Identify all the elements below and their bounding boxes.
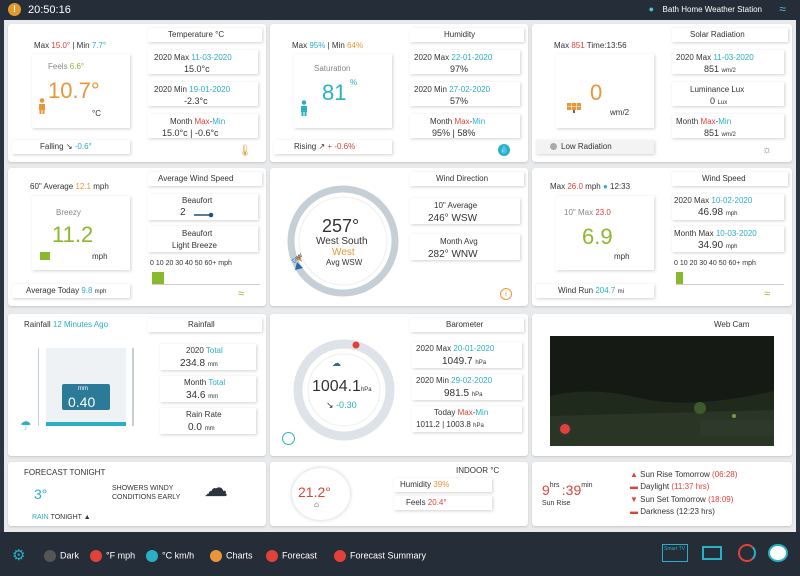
indoor-dial [292, 468, 350, 520]
barometer-dial [292, 338, 396, 442]
temperature-title-box [148, 28, 262, 42]
status-dot: ● [602, 182, 608, 191]
darkness-icon: ▬ [630, 507, 638, 516]
solar-current: 0 [590, 80, 603, 105]
top-bar: ! 20:50:16 ● Bath Home Weather Station ≈ [0, 0, 800, 20]
forecast-summary-button[interactable]: Forecast Summary [334, 550, 426, 562]
indoor-card: 21.2° ⌂ INDOOR °C Humidity 39% Feels 20.… [270, 462, 528, 526]
barometer-title: Barometer [446, 320, 484, 329]
sun-icon: ☼ [762, 144, 773, 156]
forecast-title: FORECAST TONIGHT [24, 468, 106, 477]
droplet-icon: 💧 [498, 144, 510, 156]
avg-wind-title: Average Wind Speed [158, 174, 234, 183]
rainfall-card: Rainfall 12 Minutes Ago Rainfall mm 0.40… [8, 314, 266, 456]
avg-wind-card: Average Wind Speed 60" Average 12.1 mph … [8, 168, 266, 306]
wind-level-icon [40, 252, 50, 260]
rain-cloud-icon: ☁ [204, 475, 228, 502]
clock-icon [282, 432, 295, 445]
dark-mode-toggle[interactable]: Dark [44, 550, 79, 562]
info-icon[interactable]: i [500, 288, 512, 300]
falling-arrow-icon: ↘ [65, 142, 73, 151]
wind-scale: 0 10 20 30 40 50 60+ mph [150, 260, 232, 267]
humidity-card: Humidity Max 95% | Min 64% Saturation 81… [270, 24, 528, 162]
falling-arrow-icon: ↘ [326, 400, 334, 410]
forecast-card: FORECAST TONIGHT 3° SHOWERS WINDY CONDIT… [8, 462, 266, 526]
dashboard: Temperature °C Max 15.0° | Min 7.7° Feel… [4, 20, 796, 532]
house-icon: ⌂ [314, 500, 319, 509]
wind-compass-dial [286, 184, 400, 298]
wifi-icon: ≈ [779, 2, 786, 16]
wind-speed-title: Wind Speed [702, 174, 746, 183]
wind-degrees: 257° [322, 216, 360, 236]
daylight-remaining: 9hrs :39min [542, 482, 593, 498]
fahrenheit-toggle[interactable]: °F mph [90, 550, 135, 562]
location-pin-icon: ● [648, 4, 654, 14]
temperature-card: Temperature °C Max 15.0° | Min 7.7° Feel… [8, 24, 266, 162]
indoor-temp: 21.2° [298, 484, 331, 500]
humidity-title: Humidity [444, 30, 476, 39]
bottom-bar: ⚙ Dark °F mph °C km/h Charts Forecast Fo… [0, 532, 800, 576]
wind-icon: ≈ [238, 288, 245, 300]
settings-icon[interactable]: ⚙ [12, 547, 26, 564]
refresh-icon[interactable] [738, 544, 756, 562]
temp-max-value: 15.0° [51, 41, 71, 50]
sunrise-icon: ▲ [630, 470, 638, 479]
forecast-button[interactable]: Forecast [266, 550, 317, 562]
smart-tv-icon[interactable]: Smart TV [662, 544, 688, 562]
celsius-toggle[interactable]: °C km/h [146, 550, 194, 562]
wind-sock-icon [194, 210, 214, 218]
daylight-icon: ▬ [630, 482, 638, 491]
station-name: Bath Home Weather Station [662, 5, 762, 14]
umbrella-icon: ☂ [20, 418, 32, 433]
status-dot [550, 143, 557, 151]
temperature-unit: °C [92, 109, 101, 118]
rainfall-title: Rainfall [188, 320, 215, 329]
webcam-image[interactable] [550, 336, 774, 446]
clock: 20:50:16 [28, 4, 71, 16]
person-icon [38, 98, 46, 114]
sun-card: 9hrs :39min Sun Rise ▲ Sun Rise Tomorrow… [532, 462, 792, 526]
webcam-title: Web Cam [714, 320, 750, 329]
weather-cloud-icon: ☁ [332, 358, 341, 368]
indoor-title: INDOOR °C [456, 466, 500, 475]
person-icon [300, 100, 308, 116]
monitor-icon[interactable] [702, 546, 722, 560]
wind-icon: ≈ [764, 288, 771, 300]
alert-icon[interactable]: ! [8, 3, 21, 16]
thermometer-icon: 🌡 [238, 145, 252, 157]
rising-arrow-icon: ↗ [318, 142, 326, 151]
rain-gauge-value: 0.40 [68, 394, 96, 410]
forecast-temp: 3° [34, 486, 48, 502]
rain-gauge-value-box [62, 384, 110, 410]
pressure-value: 1004.1hPa [312, 378, 372, 395]
wind-direction-card: Wind Direction DIW 257° West South West … [270, 168, 528, 306]
barometer-card: Barometer ☁ 1004.1hPa ↘ -0.30 2020 Max 2… [270, 314, 528, 456]
temperature-title: Temperature °C [168, 30, 225, 39]
solar-title: Solar Radiation [690, 30, 745, 39]
record-button[interactable] [558, 422, 572, 436]
solar-card: Solar Radiation Max 851 Time:13:56 0 wm/… [532, 24, 792, 162]
webcam-card: Web Cam [532, 314, 792, 456]
humidity-current: 81 [322, 80, 347, 105]
temperature-current: 10.7° [48, 78, 100, 103]
warning-icon: ▲ [83, 514, 91, 521]
wind-scale-bar [152, 272, 164, 284]
temperature-trend-box [12, 140, 130, 154]
wind-direction-title: Wind Direction [436, 174, 489, 183]
solar-panel-icon [566, 102, 582, 114]
forecast-text: SHOWERS WINDY CONDITIONS EARLY [112, 485, 181, 501]
feels-like-value: 6.6° [69, 62, 85, 71]
charts-button[interactable]: Charts [210, 550, 253, 562]
sunset-icon: ▼ [630, 495, 638, 504]
wind-speed-current: 6.9 [582, 224, 613, 249]
wind-speed-card: Wind Speed Max 26.0 mph ● 12:33 10" Max … [532, 168, 792, 306]
temp-trend: Falling [40, 142, 64, 151]
avg-wind-current: 11.2 [52, 222, 94, 247]
wind-scale-bar [676, 272, 683, 284]
theme-icon[interactable] [768, 544, 788, 562]
temperature-main-box [32, 54, 130, 128]
temp-min-value: 7.7° [91, 41, 107, 50]
